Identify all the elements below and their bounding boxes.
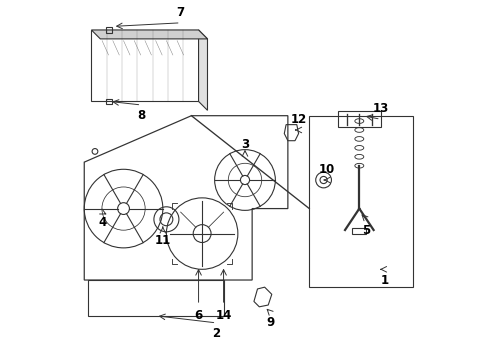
Bar [352,228,367,234]
Text: 3: 3 [241,138,249,151]
Text: 9: 9 [266,316,274,329]
Text: 8: 8 [137,109,146,122]
Text: 7: 7 [176,6,185,19]
Text: 4: 4 [98,216,106,229]
Text: 2: 2 [212,327,220,340]
Polygon shape [92,30,207,39]
Bar [338,111,381,127]
Text: 11: 11 [155,234,171,247]
Text: 12: 12 [291,113,307,126]
Bar [106,99,112,104]
Text: 5: 5 [362,224,370,237]
Bar [106,27,112,33]
Text: 13: 13 [372,102,389,115]
Text: 6: 6 [195,309,203,322]
Text: 10: 10 [319,163,335,176]
Polygon shape [198,30,207,111]
Text: 14: 14 [216,309,232,322]
Text: 1: 1 [380,274,389,287]
